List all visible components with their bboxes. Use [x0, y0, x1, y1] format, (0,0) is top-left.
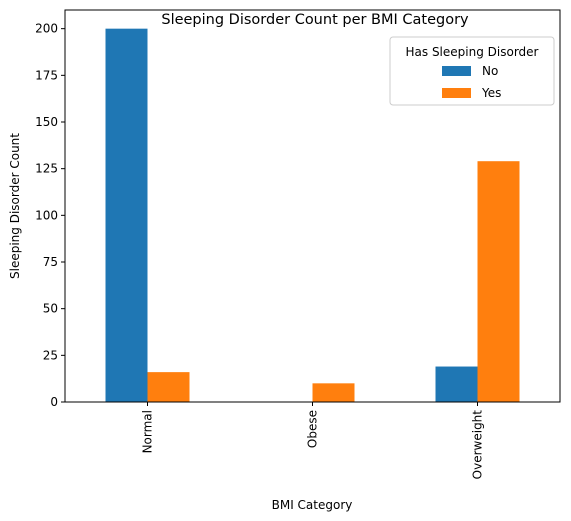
bar-yes-normal [148, 372, 190, 402]
y-tick-label: 0 [50, 395, 58, 409]
y-tick-label: 50 [43, 302, 58, 316]
y-axis-ticks: 0 25 50 75 100 125 150 175 200 [35, 22, 65, 409]
x-tick-label: Normal [141, 410, 155, 453]
y-tick-label: 175 [35, 68, 58, 82]
legend-swatch-no [442, 66, 471, 76]
legend-label-no: No [482, 64, 498, 78]
legend: Has Sleeping Disorder No Yes [390, 37, 554, 105]
y-tick-label: 125 [35, 162, 58, 176]
y-tick-label: 150 [35, 115, 58, 129]
y-tick-label: 75 [43, 255, 58, 269]
legend-title: Has Sleeping Disorder [406, 45, 539, 59]
bar-yes-obese [313, 383, 355, 402]
bar-yes-overweight [478, 161, 520, 402]
x-axis-label: BMI Category [272, 498, 353, 512]
y-tick-label: 25 [43, 348, 58, 362]
y-tick-label: 200 [35, 22, 58, 36]
x-tick-label: Obese [306, 410, 320, 448]
y-axis-label: Sleeping Disorder Count [8, 133, 22, 279]
bar-no-overweight [436, 367, 478, 402]
legend-swatch-yes [442, 88, 471, 98]
x-tick-label: Overweight [471, 410, 485, 480]
x-axis-ticks: Normal Obese Overweight [141, 402, 485, 479]
bar-no-normal [106, 29, 148, 402]
y-tick-label: 100 [35, 208, 58, 222]
chart-title: Sleeping Disorder Count per BMI Category [161, 12, 469, 28]
legend-label-yes: Yes [481, 86, 501, 100]
